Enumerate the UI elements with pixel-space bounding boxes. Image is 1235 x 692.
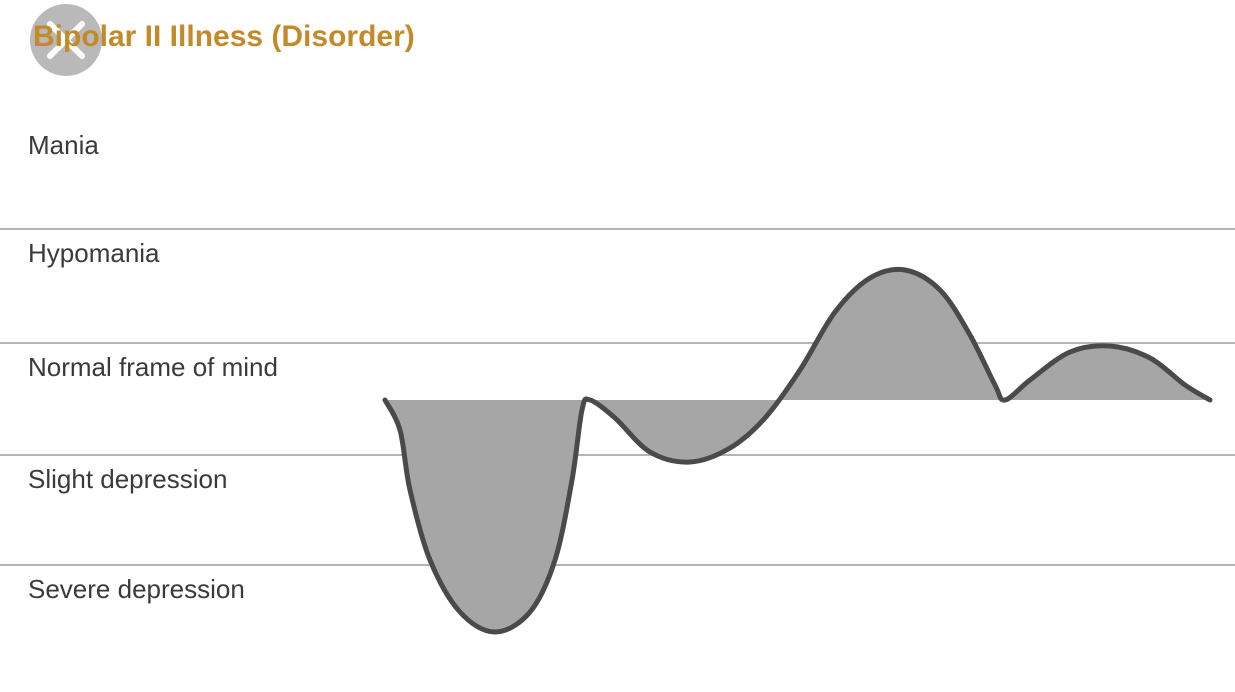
chart-container: Bipolar II Illness (Disorder) ManiaHypom… bbox=[0, 0, 1235, 692]
level-label-hypomania: Hypomania bbox=[28, 238, 160, 269]
mood-curve-fill bbox=[385, 269, 1210, 632]
level-label-normal: Normal frame of mind bbox=[28, 352, 278, 383]
level-label-mania: Mania bbox=[28, 130, 99, 161]
level-label-severe-depression: Severe depression bbox=[28, 574, 245, 605]
level-label-slight-depression: Slight depression bbox=[28, 464, 227, 495]
